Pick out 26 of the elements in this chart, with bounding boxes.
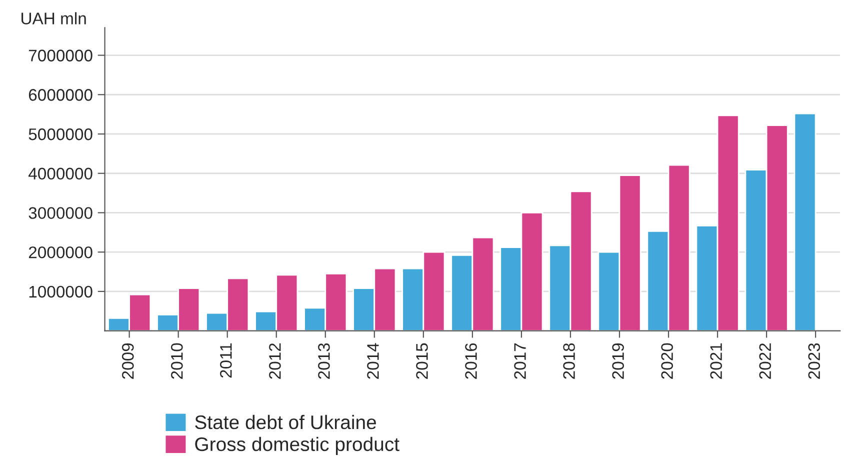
bar (794, 112, 816, 331)
x-tick-label: 2015 (416, 343, 428, 379)
x-tick-label: 2016 (465, 343, 477, 379)
y-tick-label: 5000000 (28, 128, 92, 140)
x-tick-label: 2009 (122, 343, 134, 379)
x-tick-label: 2018 (563, 343, 575, 379)
y-tick-label: 1000000 (29, 286, 92, 298)
x-tick-label: 2017 (514, 343, 526, 379)
x-tick-label: 2013 (318, 343, 330, 379)
legend-label: Gross domestic product (195, 436, 400, 455)
y-axis-title: UAH mln (22, 12, 86, 24)
y-tick-label: 2000000 (28, 246, 92, 258)
y-tick-label: 4000000 (28, 168, 92, 180)
y-tick-label: 7000000 (28, 50, 92, 62)
legend-label: State debt of Ukraine (195, 414, 376, 430)
x-tick-label: 2022 (759, 343, 772, 379)
x-tick-label: 2011 (220, 343, 232, 378)
x-tick-label: 2020 (661, 343, 673, 379)
x-tick-label: 2014 (367, 343, 379, 379)
x-tick-label: 2019 (612, 343, 624, 379)
y-tick-label: 6000000 (28, 89, 92, 101)
x-tick-label: 2023 (808, 343, 820, 379)
x-tick-label: 2010 (170, 343, 183, 379)
y-tick-label: 3000000 (28, 207, 92, 219)
x-tick-label: 2012 (269, 343, 281, 379)
x-tick-label: 2021 (710, 343, 722, 379)
